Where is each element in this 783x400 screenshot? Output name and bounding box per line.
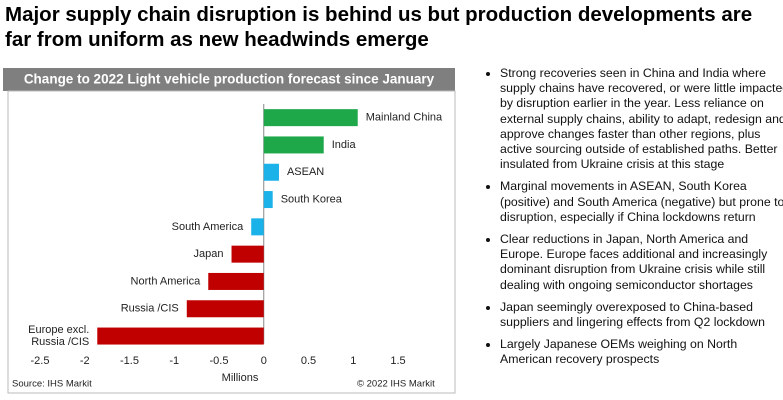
x-tick-label: -2.5 (31, 355, 50, 367)
bullet: Clear reductions in Japan, North America… (500, 232, 783, 293)
chart-frame (7, 90, 456, 394)
x-tick-label: 1.5 (390, 355, 405, 367)
bar (251, 218, 264, 236)
category-label: India (332, 139, 357, 151)
bar (263, 191, 273, 209)
bar (231, 245, 264, 263)
bullet: Strong recoveries seen in China and Indi… (500, 66, 783, 172)
x-axis-title: Millions (222, 372, 259, 384)
x-tick-label: -1.5 (120, 355, 139, 367)
bar (263, 163, 279, 181)
x-tick-label: -1 (169, 355, 179, 367)
category-label: Russia /CIS (121, 303, 179, 315)
x-tick-label: -2 (80, 355, 90, 367)
bullet: Largely Japanese OEMs weighing on North … (500, 337, 783, 367)
x-tick-label: 0.5 (301, 355, 316, 367)
chart-title: Change to 2022 Light vehicle production … (24, 72, 435, 87)
bar (263, 109, 358, 127)
copyright: © 2022 IHS Markit (357, 379, 435, 390)
bar (208, 272, 264, 290)
category-label: Europe excl. Russia /CIS (28, 324, 89, 348)
chart-header (3, 68, 455, 91)
bullet-list: Strong recoveries seen in China and Indi… (484, 66, 783, 375)
category-label: North America (131, 275, 202, 287)
x-tick-label: -0.5 (210, 355, 229, 367)
slide-title: Major supply chain disruption is behind … (5, 3, 753, 51)
category-label: ASEAN (287, 166, 324, 178)
chart: Change to 2022 Light vehicle production … (3, 68, 456, 394)
category-label: South America (172, 221, 244, 233)
x-tick-label: 1 (350, 355, 356, 367)
bullet: Japan seemingly overexposed to China-bas… (500, 300, 783, 330)
bar (263, 136, 324, 154)
category-label: Mainland China (366, 112, 443, 124)
source: Source: IHS Markit (12, 379, 92, 390)
category-label: South Korea (281, 193, 343, 205)
bar (186, 300, 264, 318)
x-tick-label: 0 (261, 355, 267, 367)
bar (97, 327, 264, 345)
category-label: Japan (194, 248, 224, 260)
bullet: Marginal movements in ASEAN, South Korea… (500, 179, 783, 225)
